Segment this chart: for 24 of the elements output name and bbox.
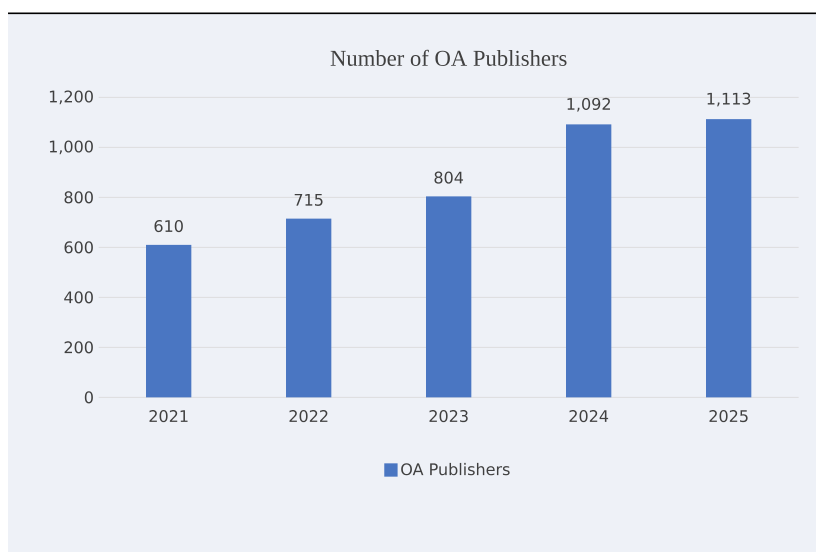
y-tick-label: 400	[64, 291, 93, 304]
y-tick-label: 600	[64, 241, 93, 254]
bar	[706, 119, 752, 398]
data-label: 1,113	[708, 92, 750, 106]
y-tick-label: 0	[84, 391, 93, 404]
y-tick-label: 200	[64, 341, 93, 354]
x-tick-label: 2025	[709, 410, 748, 422]
x-tick-label: 2024	[569, 410, 608, 422]
bar	[426, 196, 472, 398]
data-label: 804	[434, 172, 464, 184]
bar	[146, 244, 192, 398]
y-tick-label: 1,000	[50, 140, 93, 154]
x-tick-label: 2022	[289, 410, 328, 422]
chart-title: Number of OA Publishers	[330, 50, 567, 66]
x-tick-label: 2023	[429, 410, 468, 422]
bar	[566, 124, 612, 398]
y-tick-label: 1,200	[50, 90, 93, 104]
x-tick-label: 2021	[149, 410, 188, 422]
data-label: 1,092	[568, 98, 610, 112]
data-label: 610	[154, 220, 183, 232]
y-tick-label: 800	[64, 191, 93, 204]
bar	[286, 218, 332, 398]
legend-label: OA Publishers	[401, 462, 510, 476]
data-label: 715	[294, 194, 323, 206]
